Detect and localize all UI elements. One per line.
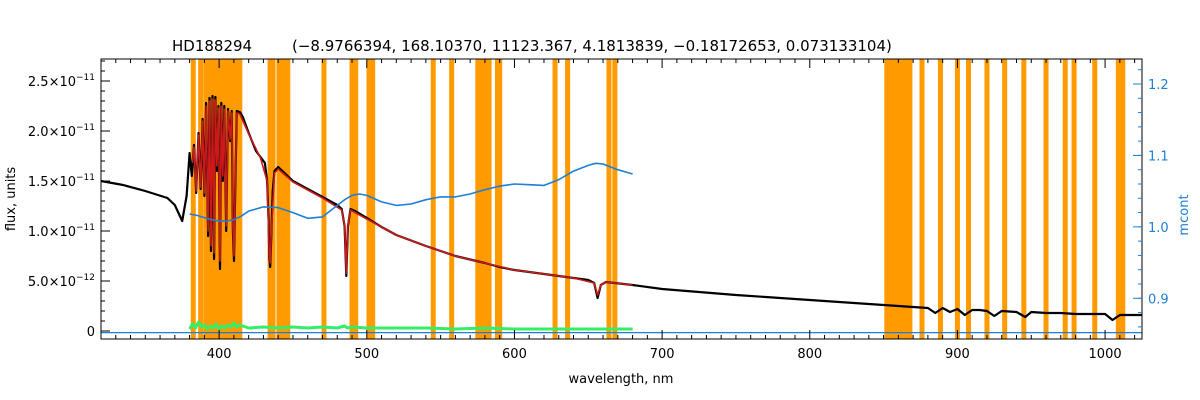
series-line-model [191,98,633,296]
y-axis-title: flux, units [4,167,19,232]
mask-line [1071,59,1077,339]
mask-line [606,59,612,339]
x-tick-label: 600 [502,347,527,362]
y-right-tick-label: 1.1 [1148,149,1169,164]
y-tick-label: 1.0×10−11 [28,223,95,240]
mask-line [1115,59,1121,339]
y-tick-label: 0 [87,325,95,340]
y-right-tick-label: 1.0 [1148,221,1169,236]
plot-frame [100,58,1143,340]
mask-line [1062,59,1068,339]
mask-line [226,59,232,339]
mask-line [449,59,455,339]
mask-line [1092,59,1098,339]
mask-line [203,59,209,339]
y-axis-right: 0.9 1.0 1.1 1.2 [1133,69,1169,328]
mask-line [349,59,355,339]
x-tick-label: 900 [945,347,970,362]
mask-line [552,59,558,339]
y-right-tick-label: 0.9 [1148,292,1169,307]
mask-line [966,59,971,339]
mask-line [937,59,943,339]
mask-line [1021,59,1027,339]
mask-line [280,59,286,339]
mask-line [190,59,196,339]
y-tick-label: 2.0×10−11 [28,123,95,140]
mask-line [267,59,273,339]
mask-line [366,59,372,339]
x-axis: 400 500 600 700 800 900 1000 [115,59,1136,362]
x-tick-label: 400 [207,347,232,362]
y-tick-label: 2.5×10−11 [28,73,95,90]
mask-line [1043,59,1049,339]
mask-line [353,59,359,339]
x-tick-label: 800 [797,347,822,362]
mask-line [219,59,225,339]
y-tick-label: 5.0×10−12 [28,273,95,290]
y-tick-label: 1.5×10−11 [28,173,95,190]
mask-band [475,59,492,339]
mask-line [1120,59,1126,339]
mask-line [984,59,990,339]
series-layer [100,94,1142,334]
y-axis-right-title: mcont [1177,194,1192,235]
series-line-mcont [189,162,633,222]
mask-line [1002,59,1008,339]
mask-line [954,59,960,339]
chart-title-star: HD188294 [172,37,252,55]
x-tick-label: 700 [650,347,675,362]
mask-line [370,59,376,339]
mask-band [884,59,913,339]
x-axis-title: wavelength, nm [569,372,674,387]
series-line-residual [188,320,633,331]
mask-line [237,59,243,339]
mask-line [919,59,925,339]
mask-line [285,59,291,339]
mask-line [612,59,618,339]
chart-title-params: (−8.9766394, 168.10370, 11123.367, 4.181… [292,37,892,55]
mask-line [565,59,571,339]
x-tick-label: 500 [354,347,379,362]
mask-line [276,59,282,339]
y-right-tick-label: 1.2 [1148,78,1169,93]
x-tick-label: 1000 [1089,347,1122,362]
mask-line [497,59,503,339]
mask-layer [190,59,1126,339]
y-axis-left: 0 5.0×10−12 1.0×10−11 1.5×10−11 2.0×10−11 2.5… [28,60,110,340]
mask-line [198,59,204,339]
